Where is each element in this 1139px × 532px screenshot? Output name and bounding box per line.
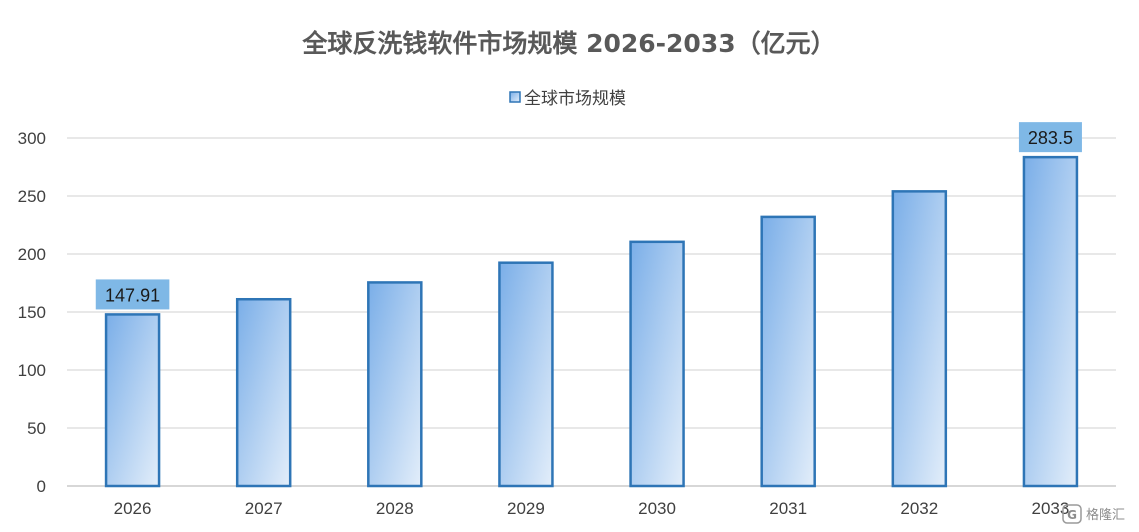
bars [104,155,1079,488]
bar-2027 [235,297,292,488]
bar-2031 [760,215,816,488]
y-axis: 0 50 100 150 200 250 300 [18,129,46,496]
watermark-text: 格隆汇 [1086,507,1125,523]
legend-swatch [509,91,521,103]
x-tick-label: 2028 [376,499,414,518]
x-tick-label: 2030 [638,499,676,518]
y-tick-label: 50 [27,419,46,438]
data-label-text: 147.91 [105,285,160,305]
bar-2028 [367,281,423,488]
bar-2030 [629,240,685,488]
data-label-bg [1018,122,1082,153]
bar-2026 [104,313,161,488]
bar-2033 [1022,155,1079,488]
chart-title: 全球反洗钱软件市场规模 2026-2033（亿元） [301,29,835,58]
x-axis: 2026 2027 2028 2029 2030 2031 2032 2033 [114,499,1070,518]
x-tick-label: 2032 [900,499,938,518]
svg-text:G: G [1067,508,1077,522]
grid [67,137,1116,487]
y-tick-label: 100 [18,361,46,380]
legend: 全球市场规模 [509,89,626,109]
y-tick-label: 300 [18,129,46,148]
y-tick-label: 250 [18,187,46,206]
data-label-bg [95,279,170,310]
watermark: G 格隆汇 [1062,504,1125,524]
data-label-2033: 283.5 [1018,122,1082,153]
gelonghui-logo-icon: G [1062,504,1082,524]
bar-2032 [891,190,948,488]
legend-label: 全球市场规模 [524,89,626,109]
x-tick-label: 2026 [114,499,152,518]
x-tick-label: 2033 [1032,499,1070,518]
x-tick-label: 2027 [245,499,283,518]
x-tick-label: 2031 [769,499,807,518]
bar-2029 [498,261,554,488]
data-label-2026: 147.91 [95,279,170,310]
y-tick-label: 200 [18,245,46,264]
data-label-text: 283.5 [1028,128,1073,148]
x-tick-label: 2029 [507,499,545,518]
y-tick-label: 150 [18,303,46,322]
y-tick-label: 0 [37,477,46,496]
data-labels: 147.91 283.5 [95,122,1082,310]
